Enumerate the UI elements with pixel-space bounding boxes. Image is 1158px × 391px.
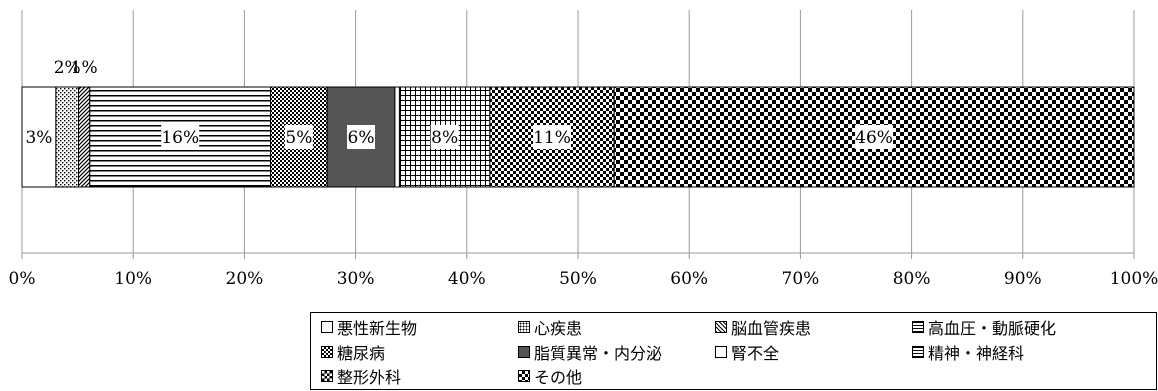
legend-item: 整形外科 [321, 364, 518, 389]
x-tick-label: 60% [670, 269, 708, 289]
legend-item: 脳血管疾患 [715, 315, 912, 340]
bar-segment [394, 86, 400, 188]
legend-item: 心疾患 [518, 315, 715, 340]
legend-swatch [518, 370, 530, 383]
data-label: 5% [285, 128, 312, 148]
legend-swatch [321, 321, 333, 334]
data-label-bg [284, 125, 313, 149]
legend-item: 悪性新生物 [321, 315, 518, 340]
legend-swatch [715, 345, 727, 358]
legend-label: 高血圧・動脈硬化 [928, 319, 1057, 339]
legend-label: その他 [534, 368, 583, 388]
legend-label: 脳血管疾患 [731, 319, 812, 339]
legend-label: 腎不全 [731, 343, 780, 363]
bar-segment [78, 86, 91, 188]
data-label-bg [24, 125, 53, 149]
data-label: 46% [855, 128, 893, 148]
x-tick-label: 0% [9, 269, 36, 289]
legend-item: 腎不全 [715, 340, 912, 365]
x-tick-label: 50% [559, 269, 597, 289]
data-label: 11% [533, 128, 571, 148]
data-label-bg [161, 125, 200, 149]
legend-label: 心疾患 [534, 319, 583, 339]
legend-label: 精神・神経科 [928, 343, 1025, 363]
data-label-bg [855, 125, 894, 149]
x-tick-label: 10% [114, 269, 152, 289]
legend-item: 高血圧・動脈硬化 [912, 315, 1142, 340]
legend-item: 糖尿病 [321, 340, 518, 365]
x-tick-label: 70% [782, 269, 820, 289]
x-tick-label: 90% [1004, 269, 1042, 289]
data-label: 16% [161, 128, 199, 148]
legend-item: その他 [518, 364, 715, 389]
data-label: 3% [25, 128, 52, 148]
data-label-bg [347, 125, 376, 149]
legend-label: 脂質異常・内分泌 [534, 343, 663, 363]
legend-swatch [518, 345, 530, 358]
legend-item: 精神・神経科 [912, 340, 1142, 365]
legend-swatch [518, 321, 530, 334]
legend: 悪性新生物 心疾患 脳血管疾患 高血圧・動脈硬化糖尿病 脂質異常・内分泌 腎不全 精神・神経… [310, 312, 1157, 390]
legend-swatch [715, 321, 727, 334]
bar-segment [55, 86, 80, 188]
data-label-bg [430, 125, 459, 149]
x-tick-label: 80% [893, 269, 931, 289]
legend-swatch [912, 345, 924, 358]
data-label: 6% [348, 128, 375, 148]
legend-swatch [321, 345, 333, 358]
data-label: 8% [431, 128, 458, 148]
data-label: 1% [71, 58, 98, 78]
legend-label: 悪性新生物 [337, 319, 418, 339]
x-tick-label: 30% [337, 269, 375, 289]
legend-item: 脂質異常・内分泌 [518, 340, 715, 365]
x-tick-label: 40% [448, 269, 486, 289]
data-label: 2% [54, 58, 81, 78]
legend-swatch [912, 321, 924, 334]
legend-swatch [321, 370, 333, 383]
x-tick-label: 20% [226, 269, 264, 289]
x-tick-label: 100% [1110, 269, 1158, 289]
legend-label: 整形外科 [337, 368, 402, 388]
stacked-bar-chart: 3% 2%1% 16% 5% 6% 8% 11% 46% 0% 10% 20% 30% 40% 50% 6… [9, 10, 1158, 289]
legend-label: 糖尿病 [337, 343, 386, 363]
data-label-bg [533, 125, 572, 149]
bar-segment [489, 86, 615, 188]
